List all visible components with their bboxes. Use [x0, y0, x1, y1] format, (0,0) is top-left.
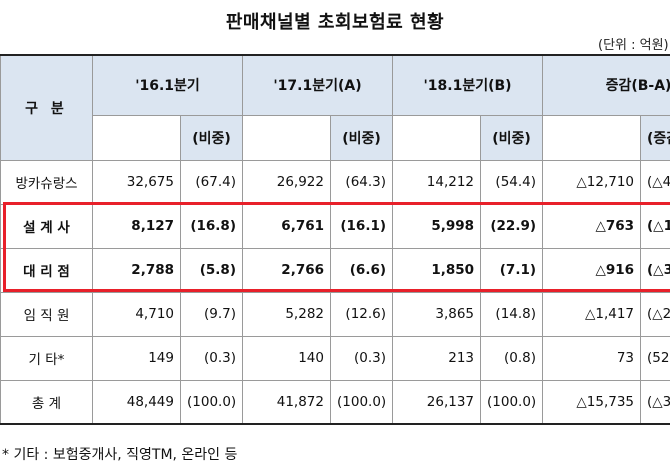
cell-change: △1,417: [542, 291, 642, 337]
header-change-rate: (증감률): [640, 114, 670, 161]
cell-value: 14,212: [392, 159, 482, 205]
row-label: 방카슈랑스: [0, 159, 93, 205]
cell-share: (9.7): [180, 291, 243, 337]
cell-value: 2,788: [92, 247, 181, 293]
table-row: 방카슈랑스 32,675 (67.4) 26,922 (64.3) 14,212…: [0, 159, 670, 205]
header-period-2017q1: '17.1분기(A): [241, 54, 394, 116]
header-blank: [242, 114, 331, 161]
footnote: * 기타 : 보험중개사, 직영TM, 온라인 등: [2, 447, 238, 463]
header-share: (비중): [180, 114, 243, 161]
cell-value: 32,675: [92, 159, 181, 205]
cell-change: △15,735: [542, 379, 642, 425]
cell-share: (14.8): [480, 291, 544, 337]
cell-value: 149: [92, 335, 181, 381]
cell-share: (67.4): [180, 159, 243, 205]
cell-change: △12,710: [542, 159, 642, 205]
header-period-2018q1: '18.1분기(B): [392, 54, 544, 116]
page-title: 판매채널별 초회보험료 현황: [225, 12, 445, 33]
row-label: 설 계 사: [0, 203, 93, 249]
cell-value: 2,766: [242, 247, 331, 293]
cell-change-rate: (△33.1): [640, 247, 670, 293]
cell-change-rate: (52.1): [640, 335, 670, 381]
cell-change: △763: [542, 203, 642, 249]
cell-value: 3,865: [392, 291, 482, 337]
row-label: 총 계: [0, 379, 93, 425]
cell-share: (0.3): [180, 335, 243, 381]
cell-value: 213: [392, 335, 482, 381]
cell-change-rate: (△11.3): [640, 203, 670, 249]
cell-value: 5,998: [392, 203, 482, 249]
cell-change: △916: [542, 247, 642, 293]
row-label: 기 타*: [0, 335, 93, 381]
header-blank: [92, 114, 181, 161]
cell-value: 26,922: [242, 159, 331, 205]
table-wrapper: 구 분 '16.1분기 '17.1분기(A) '18.1분기(B) 증감(B-A…: [0, 54, 670, 440]
cell-share: (16.8): [180, 203, 243, 249]
premium-table: 구 분 '16.1분기 '17.1분기(A) '18.1분기(B) 증감(B-A…: [0, 54, 670, 425]
header-change: 증감(B-A): [542, 54, 670, 116]
header-blank: [542, 114, 642, 161]
cell-value: 5,282: [242, 291, 331, 337]
row-label: 임 직 원: [0, 291, 93, 337]
row-label: 대 리 점: [0, 247, 93, 293]
cell-value: 48,449: [92, 379, 181, 425]
cell-value: 6,761: [242, 203, 331, 249]
table-row: 총 계 48,449 (100.0) 41,872 (100.0) 26,137…: [0, 379, 670, 425]
cell-share: (64.3): [329, 159, 394, 205]
cell-share: (5.8): [180, 247, 243, 293]
cell-share: (6.6): [329, 247, 394, 293]
cell-change-rate: (△26.8): [640, 291, 670, 337]
cell-value: 140: [242, 335, 331, 381]
cell-share: (100.0): [480, 379, 544, 425]
table-row: 기 타* 149 (0.3) 140 (0.3) 213 (0.8) 73 (5…: [0, 335, 670, 381]
cell-share: (16.1): [329, 203, 394, 249]
cell-value: 26,137: [392, 379, 482, 425]
cell-change-rate: (△37.6): [640, 379, 670, 425]
cell-share: (54.4): [480, 159, 544, 205]
cell-share: (100.0): [180, 379, 243, 425]
cell-share: (0.3): [329, 335, 394, 381]
header-share: (비중): [480, 114, 544, 161]
cell-change-rate: (△47.2): [640, 159, 670, 205]
cell-share: (7.1): [480, 247, 544, 293]
table-row: 임 직 원 4,710 (9.7) 5,282 (12.6) 3,865 (14…: [0, 291, 670, 337]
table-row: 설 계 사 8,127 (16.8) 6,761 (16.1) 5,998 (2…: [0, 203, 670, 249]
cell-share: (22.9): [480, 203, 544, 249]
cell-value: 41,872: [242, 379, 331, 425]
header-period-2016q1: '16.1분기: [92, 54, 243, 116]
header-category: 구 분: [0, 54, 93, 161]
cell-share: (12.6): [329, 291, 394, 337]
cell-value: 8,127: [92, 203, 181, 249]
cell-change: 73: [542, 335, 642, 381]
header-share: (비중): [329, 114, 394, 161]
cell-value: 1,850: [392, 247, 482, 293]
cell-share: (0.8): [480, 335, 544, 381]
header-blank: [392, 114, 482, 161]
table-row: 대 리 점 2,788 (5.8) 2,766 (6.6) 1,850 (7.1…: [0, 247, 670, 293]
unit-label: (단위 : 억원): [598, 38, 669, 53]
cell-share: (100.0): [329, 379, 394, 425]
cell-value: 4,710: [92, 291, 181, 337]
